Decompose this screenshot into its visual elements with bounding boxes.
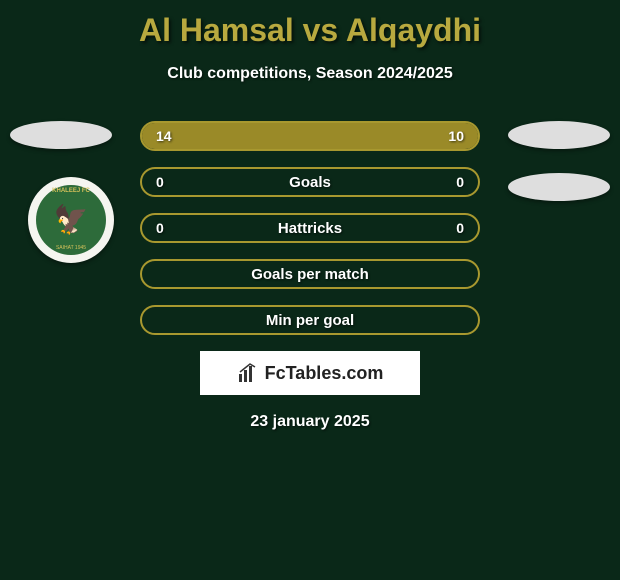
chart-icon bbox=[237, 362, 259, 384]
stat-bar: 0 Hattricks 0 bbox=[140, 213, 480, 243]
watermark-text: FcTables.com bbox=[265, 363, 384, 384]
bar-value-right: 0 bbox=[456, 220, 464, 236]
watermark: FcTables.com bbox=[200, 351, 420, 395]
bar-label: Goals bbox=[289, 174, 331, 191]
date: 23 january 2025 bbox=[0, 413, 620, 431]
bar-value-right: 10 bbox=[448, 128, 464, 144]
bar-label: Min per goal bbox=[266, 312, 354, 329]
bar-value-left: 0 bbox=[156, 174, 164, 190]
bar-value-right: 0 bbox=[456, 174, 464, 190]
bar-label: Hattricks bbox=[278, 220, 342, 237]
stat-bar: Goals per match bbox=[140, 259, 480, 289]
content: KHALEEJ FC 🦅 SAIHAT 1945 14Matches10 0 Goa… bbox=[0, 121, 620, 431]
player-slot-right-1 bbox=[508, 121, 610, 149]
stat-bars: 14Matches10 0 Goals 0 0 Hattricks 0 Goals per m… bbox=[140, 121, 480, 335]
player-slot-left bbox=[10, 121, 112, 149]
stat-bar: Min per goal bbox=[140, 305, 480, 335]
badge-text-top: KHALEEJ FC bbox=[52, 188, 90, 194]
player-slot-right-2 bbox=[508, 173, 610, 201]
bar-label: Goals per match bbox=[251, 266, 369, 283]
stat-bar: 14Matches10 bbox=[140, 121, 480, 151]
club-badge-inner: KHALEEJ FC 🦅 SAIHAT 1945 bbox=[36, 185, 106, 255]
badge-text-bottom: SAIHAT 1945 bbox=[56, 246, 86, 252]
bar-value-left: 0 bbox=[156, 220, 164, 236]
page-title: Al Hamsal vs Alqaydhi bbox=[0, 0, 620, 49]
bar-value-left: 14 bbox=[156, 128, 172, 144]
eagle-icon: 🦅 bbox=[54, 206, 89, 234]
subtitle: Club competitions, Season 2024/2025 bbox=[0, 65, 620, 83]
stat-bar: 0 Goals 0 bbox=[140, 167, 480, 197]
club-badge: KHALEEJ FC 🦅 SAIHAT 1945 bbox=[28, 177, 114, 263]
